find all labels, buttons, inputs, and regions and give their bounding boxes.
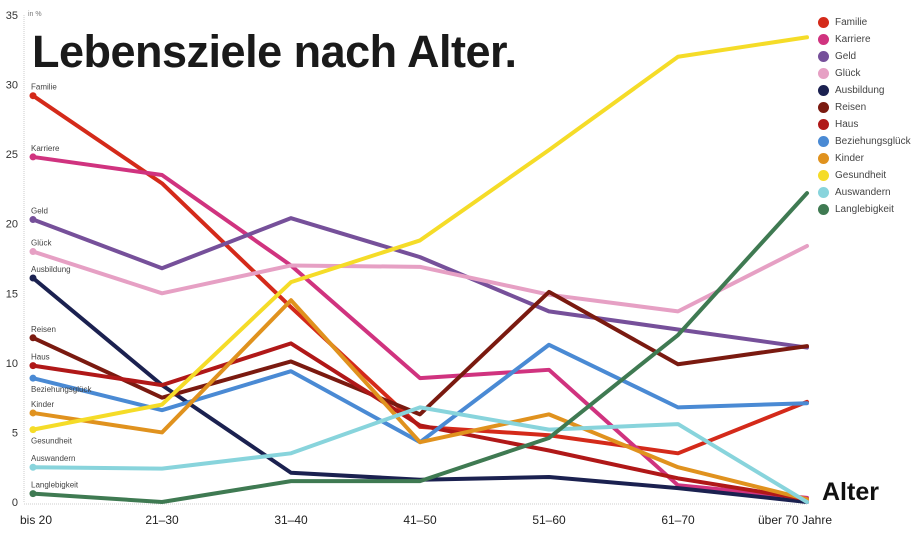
y-tick-label: 5 [12,427,18,439]
series-line-auswandern [31,405,809,504]
series-label: Familie [31,83,57,92]
series-label: Beziehungsglück [31,385,92,394]
legend-swatch [818,136,829,147]
legend-label: Gesundheit [835,170,887,181]
y-tick-label: 35 [6,10,18,22]
data-point [29,490,37,498]
series-label: Auswandern [31,454,75,463]
series-label: Langlebigkeit [31,481,79,490]
series-line-gesundheit [31,35,809,432]
legend-item: Glück [818,65,911,82]
data-point [29,409,37,417]
legend-item: Langlebigkeit [818,201,911,218]
x-tick-label: 51–60 [532,513,566,527]
data-point [29,92,37,100]
series-line-glück [31,243,809,314]
series-label: Glück [31,239,52,248]
legend-label: Kinder [835,153,864,164]
x-tick-label: bis 20 [20,513,52,527]
legend-label: Langlebigkeit [835,204,894,215]
x-tick-label: über 70 Jahre [758,513,832,527]
data-point [29,334,37,342]
legend-swatch [818,119,829,130]
legend-swatch [818,170,829,181]
y-tick-label: 15 [6,288,18,300]
y-tick-label: 25 [6,149,18,161]
legend-label: Karriere [835,34,871,45]
legend-label: Glück [835,68,861,79]
legend-item: Geld [818,48,911,65]
legend-swatch [818,187,829,198]
legend-swatch [818,17,829,28]
series-label: Karriere [31,144,60,153]
legend-item: Gesundheit [818,167,911,184]
legend-item: Kinder [818,150,911,167]
legend-swatch [818,204,829,215]
legend-item: Beziehungsglück [818,133,911,150]
data-point [29,248,37,256]
y-tick-label: 10 [6,358,18,370]
series-line-reisen [31,289,809,417]
legend-item: Ausbildung [818,82,911,99]
legend-swatch [818,153,829,164]
series-line-haus [31,341,809,502]
data-point [29,362,37,370]
data-point [29,374,37,382]
chart-title: Lebensziele nach Alter. [32,26,517,77]
legend-swatch [818,85,829,96]
x-tick-label: 31–40 [274,513,308,527]
legend-item: Haus [818,116,911,133]
legend-item: Karriere [818,31,911,48]
series-line-kinder [31,298,809,502]
legend-label: Ausbildung [835,85,885,96]
legend-item: Reisen [818,99,911,116]
legend-swatch [818,68,829,79]
legend-swatch [818,51,829,62]
legend-swatch [818,102,829,113]
data-point [29,426,37,434]
legend-label: Geld [835,51,857,62]
y-tick-label: 20 [6,219,18,231]
series-label: Geld [31,207,48,216]
data-point [29,463,37,471]
y-tick-label: 30 [6,80,18,92]
series-line-langlebigkeit [31,191,809,504]
series-label: Reisen [31,325,56,334]
legend-item: Familie [818,14,911,31]
y-tick-label: 0 [12,497,18,509]
data-point [29,216,37,224]
series-label: Kinder [31,400,54,409]
x-tick-label: 61–70 [661,513,695,527]
series-line-geld [31,216,809,350]
legend-label: Reisen [835,102,867,113]
legend: Familie Karriere Geld Glück Ausbildung Reisen… [818,14,911,218]
legend-label: Haus [835,119,859,130]
series-label: Haus [31,353,50,362]
legend-swatch [818,34,829,45]
data-point [29,153,37,161]
x-axis-label: Alter [822,478,879,506]
x-tick-label: 21–30 [145,513,179,527]
series-line-familie [31,93,809,456]
x-tick-label: 41–50 [403,513,437,527]
legend-label: Familie [835,17,868,28]
legend-item: Auswandern [818,184,911,201]
data-point [29,274,37,282]
y-axis-unit: in % [28,11,42,18]
series-label: Gesundheit [31,437,73,446]
series-line-karriere [31,154,809,500]
legend-label: Beziehungsglück [835,136,911,147]
series-label: Ausbildung [31,265,71,274]
legend-label: Auswandern [835,187,891,198]
